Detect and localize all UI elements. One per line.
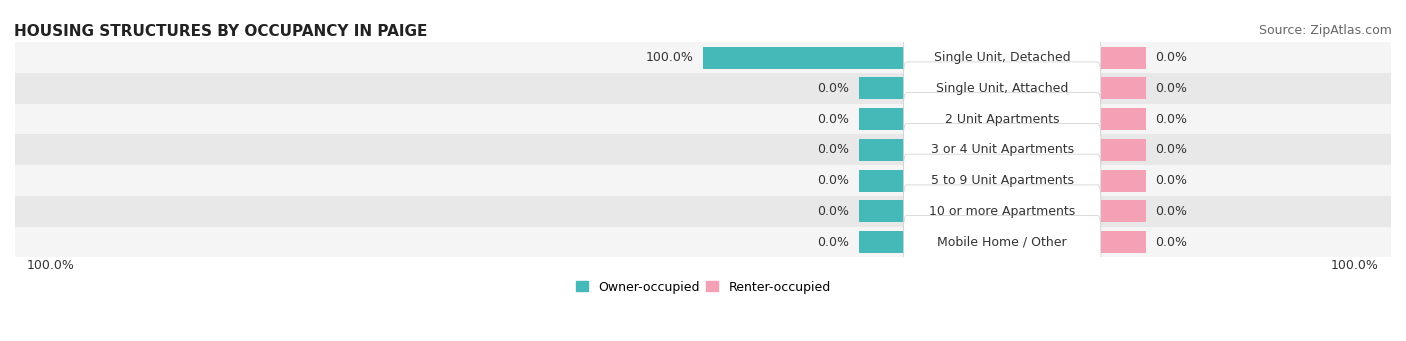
Text: 0.0%: 0.0% [1154, 82, 1187, 95]
Text: 0.0%: 0.0% [817, 236, 849, 249]
Bar [859, 200, 907, 222]
Bar [15, 104, 1391, 134]
FancyBboxPatch shape [904, 31, 1101, 84]
Bar [15, 165, 1391, 196]
Text: HOUSING STRUCTURES BY OCCUPANCY IN PAIGE: HOUSING STRUCTURES BY OCCUPANCY IN PAIGE [14, 24, 427, 39]
Text: 0.0%: 0.0% [1154, 113, 1187, 125]
Bar [15, 196, 1391, 227]
FancyBboxPatch shape [904, 93, 1101, 146]
Bar [1098, 108, 1146, 130]
Text: 0.0%: 0.0% [1154, 205, 1187, 218]
Bar [15, 134, 1391, 165]
Text: 5 to 9 Unit Apartments: 5 to 9 Unit Apartments [931, 174, 1074, 187]
FancyBboxPatch shape [904, 154, 1101, 207]
Text: 100.0%: 100.0% [1331, 258, 1379, 272]
Bar [859, 47, 907, 69]
Bar [859, 108, 907, 130]
Text: 3 or 4 Unit Apartments: 3 or 4 Unit Apartments [931, 143, 1074, 157]
Text: Mobile Home / Other: Mobile Home / Other [938, 236, 1067, 249]
Bar [15, 73, 1391, 104]
Bar [859, 77, 907, 100]
Text: 100.0%: 100.0% [647, 51, 695, 64]
Text: 0.0%: 0.0% [1154, 236, 1187, 249]
Bar [1098, 231, 1146, 253]
Text: 100.0%: 100.0% [27, 258, 75, 272]
Bar [15, 227, 1391, 257]
Bar [1098, 77, 1146, 100]
Bar [1098, 169, 1146, 192]
Text: Single Unit, Attached: Single Unit, Attached [936, 82, 1069, 95]
Bar [859, 231, 907, 253]
Text: 0.0%: 0.0% [1154, 51, 1187, 64]
Text: 0.0%: 0.0% [1154, 174, 1187, 187]
Text: 0.0%: 0.0% [1154, 143, 1187, 157]
Bar [1098, 139, 1146, 161]
Text: 0.0%: 0.0% [817, 205, 849, 218]
FancyBboxPatch shape [904, 123, 1101, 176]
Text: 0.0%: 0.0% [817, 113, 849, 125]
Text: 0.0%: 0.0% [817, 143, 849, 157]
Bar [1098, 200, 1146, 222]
FancyBboxPatch shape [904, 185, 1101, 238]
Bar [859, 139, 907, 161]
Text: 10 or more Apartments: 10 or more Apartments [929, 205, 1076, 218]
Text: 0.0%: 0.0% [817, 174, 849, 187]
Text: 0.0%: 0.0% [817, 82, 849, 95]
FancyBboxPatch shape [904, 216, 1101, 268]
Text: 2 Unit Apartments: 2 Unit Apartments [945, 113, 1059, 125]
Bar [703, 47, 907, 69]
Legend: Owner-occupied, Renter-occupied: Owner-occupied, Renter-occupied [571, 276, 835, 298]
Text: Source: ZipAtlas.com: Source: ZipAtlas.com [1258, 24, 1392, 37]
Text: Single Unit, Detached: Single Unit, Detached [934, 51, 1070, 64]
Bar [15, 42, 1391, 73]
FancyBboxPatch shape [904, 62, 1101, 115]
Bar [1098, 47, 1146, 69]
Bar [859, 169, 907, 192]
